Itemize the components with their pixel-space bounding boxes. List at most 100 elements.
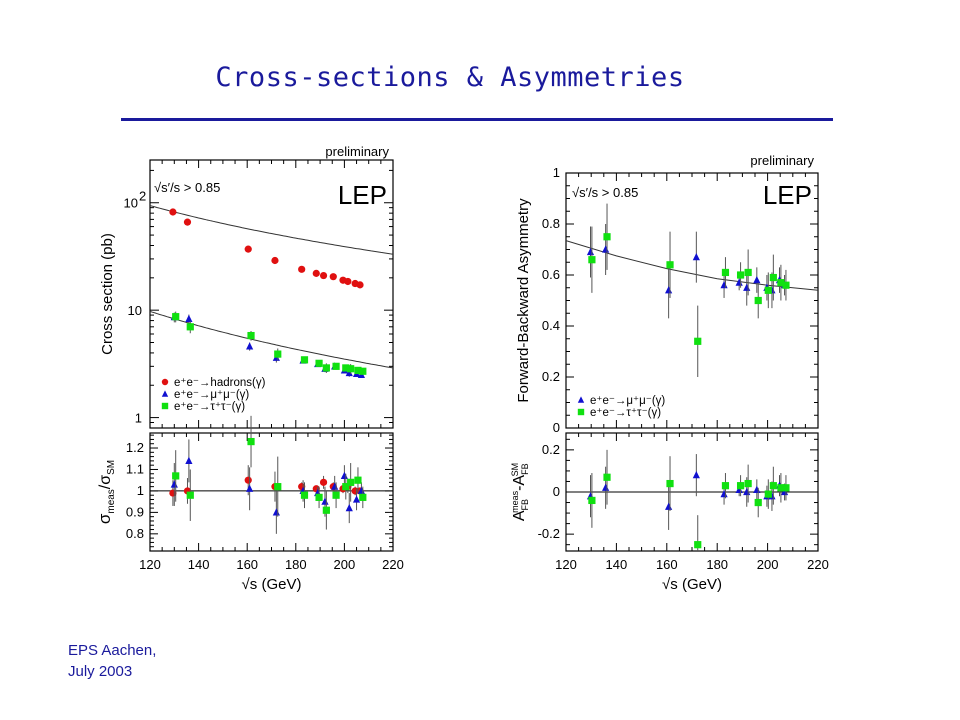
data-point <box>169 208 177 216</box>
data-point <box>754 296 762 305</box>
data-point <box>332 491 340 499</box>
data-point <box>170 480 178 488</box>
data-point <box>603 233 611 241</box>
data-point <box>344 277 352 286</box>
preliminary-label: preliminary <box>325 144 389 159</box>
preliminary-label: preliminary <box>750 153 814 168</box>
data-point <box>736 271 745 279</box>
x-axis-label: √s (GeV) <box>662 576 722 593</box>
data-point <box>347 478 355 486</box>
legend-marker <box>161 390 169 397</box>
data-point <box>743 487 751 496</box>
x-tick-label: 120 <box>139 557 161 572</box>
legend-marker <box>161 402 169 410</box>
data-point <box>769 273 777 282</box>
x-tick-label: 160 <box>656 557 678 572</box>
data-point <box>588 496 596 505</box>
data-point <box>354 476 362 484</box>
data-point <box>665 286 673 294</box>
data-point <box>329 273 337 281</box>
y-axis-label: Cross section (pb) <box>99 233 116 355</box>
x-tick-label: 200 <box>334 557 356 572</box>
data-point <box>185 456 193 464</box>
y-tick-label: 10 <box>128 303 142 318</box>
data-point <box>271 256 279 265</box>
data-point <box>720 489 728 498</box>
data-point <box>602 483 610 491</box>
data-point <box>342 364 350 372</box>
data-point <box>769 482 777 490</box>
lep-label: LEP <box>338 180 387 210</box>
data-point <box>345 503 353 512</box>
data-point <box>340 471 348 480</box>
data-point <box>764 286 772 294</box>
data-point <box>588 256 596 264</box>
lep-label: LEP <box>763 180 812 210</box>
data-point <box>753 485 761 493</box>
legend-marker <box>577 396 585 403</box>
footer-conference: EPS Aachen, <box>68 642 157 659</box>
data-point <box>354 366 362 374</box>
data-point <box>666 479 674 488</box>
cut-label: √s′/s > 0.85 <box>572 185 638 200</box>
x-tick-label: 120 <box>555 557 577 572</box>
y-tick-label: 1 <box>553 165 560 180</box>
data-point <box>186 491 194 499</box>
y-tick-label: 1.1 <box>126 461 144 476</box>
data-point <box>315 493 323 501</box>
data-point <box>764 490 772 498</box>
legend-entry: e⁺e⁻→τ⁺τ⁻(γ) <box>590 407 661 419</box>
data-point <box>246 484 254 492</box>
cut-label: √s′/s > 0.85 <box>154 180 220 195</box>
data-point <box>777 484 785 492</box>
data-point <box>721 268 730 277</box>
legend-marker <box>577 408 585 416</box>
y-tick-label: 0.9 <box>126 504 144 519</box>
afb-frame <box>565 172 819 429</box>
y-tick-label: 0.8 <box>126 526 144 541</box>
data-point <box>692 471 700 479</box>
data-point <box>319 478 328 486</box>
y-tick-label: 0.2 <box>542 369 560 384</box>
data-point <box>666 261 674 269</box>
data-point <box>736 482 745 490</box>
data-point <box>777 279 785 287</box>
data-point <box>172 313 180 321</box>
x-axis-label: √s (GeV) <box>242 576 302 593</box>
data-point <box>603 473 611 481</box>
legend-marker <box>161 378 169 386</box>
y-tick-label: 0 <box>553 484 560 499</box>
data-point <box>342 483 350 491</box>
data-point <box>185 314 193 322</box>
legend-entry: e⁺e⁻→τ⁺τ⁻(γ) <box>174 401 245 413</box>
data-point <box>692 253 700 261</box>
x-tick-label: 160 <box>236 557 258 572</box>
data-point <box>315 359 323 367</box>
x-tick-label: 220 <box>807 557 829 572</box>
data-point <box>694 541 702 549</box>
x-tick-label: 200 <box>757 557 779 572</box>
y-tick-label: 0.4 <box>542 318 560 333</box>
data-point <box>721 482 730 490</box>
data-point <box>602 245 610 253</box>
y-tick-label: 0.8 <box>542 216 560 231</box>
data-point <box>359 367 367 375</box>
footer-date: July 2003 <box>68 663 133 680</box>
data-point <box>274 483 282 491</box>
x-tick-label: 220 <box>382 557 404 572</box>
legend-entry: e⁺e⁻→μ⁺μ⁻(γ) <box>590 395 665 407</box>
data-point <box>332 362 340 370</box>
data-point <box>782 281 790 289</box>
title-underline <box>121 118 833 121</box>
data-point <box>312 269 320 277</box>
y-tick-label: 0.6 <box>542 267 560 282</box>
data-point <box>247 331 255 340</box>
y-tick-label: 0 <box>553 420 560 435</box>
y-axis-label: σmeas/σSM <box>95 460 117 524</box>
data-point <box>244 245 252 253</box>
data-point <box>300 491 309 499</box>
data-point <box>352 495 361 503</box>
sm-curve <box>565 240 819 291</box>
data-point <box>359 493 367 501</box>
